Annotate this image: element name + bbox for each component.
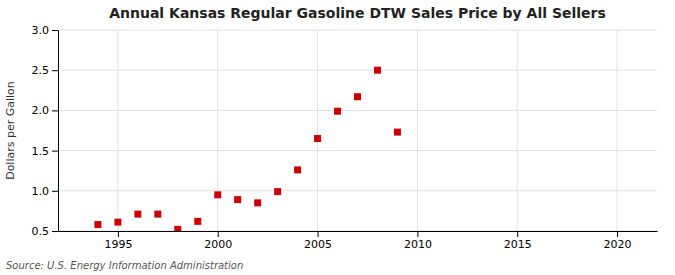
axis-line	[58, 31, 59, 232]
grid-line	[217, 30, 218, 231]
tick-label: 3.0	[32, 24, 50, 37]
grid-line	[58, 110, 657, 111]
tick: 2.0	[32, 104, 59, 117]
title: Annual Kansas Regular Gasoline DTW Sales…	[109, 5, 606, 21]
plot: 1995 2000 2005 2010 2015 2020 0.5 1.0 1.5 2.0 2.5 3…	[32, 24, 658, 251]
grid-line	[617, 30, 618, 231]
point	[134, 211, 141, 218]
tick: 2005	[304, 231, 332, 251]
tick: 3.0	[32, 24, 59, 37]
point	[274, 188, 281, 195]
point	[254, 199, 261, 206]
tick-mark	[52, 191, 58, 192]
point	[174, 226, 181, 231]
tick-mark	[118, 231, 119, 237]
point	[194, 218, 201, 225]
tick-mark	[52, 231, 58, 232]
tick-mark	[318, 231, 319, 237]
point	[314, 135, 321, 142]
tick-label: 2.5	[32, 64, 50, 77]
annotation: Source: U.S. Energy Information Administ…	[6, 260, 243, 271]
tick-mark	[617, 231, 618, 237]
tick-mark	[52, 151, 58, 152]
tick-label: 1.5	[32, 145, 50, 158]
point	[234, 196, 241, 203]
point	[354, 93, 361, 100]
tick-label: 1995	[104, 238, 132, 251]
y-axis: 0.5 1.0 1.5 2.0 2.5 3.0	[32, 24, 59, 238]
grid-line	[58, 150, 657, 151]
tick: 1.0	[32, 185, 59, 198]
grid-line	[517, 30, 518, 231]
grid-line	[417, 30, 418, 231]
tick-label: 2015	[504, 238, 532, 251]
point	[374, 67, 381, 74]
chart: 1995 2000 2005 2010 2015 2020 0.5 1.0 1.5 2.0 2.5 3…	[0, 0, 675, 275]
grid-line	[58, 231, 657, 232]
tick-mark	[52, 30, 58, 31]
grid-line	[58, 70, 657, 71]
tick-label: 1.0	[32, 185, 50, 198]
x-axis: 1995 2000 2005 2010 2015 2020	[59, 231, 658, 251]
grid-line	[58, 190, 657, 191]
tick: 2020	[604, 231, 632, 251]
tick-label: 2.0	[32, 104, 50, 117]
points	[94, 67, 401, 231]
tick: 2015	[504, 231, 532, 251]
tick: 0.5	[32, 225, 59, 238]
tick-mark	[517, 231, 518, 237]
point	[214, 191, 221, 198]
point	[334, 108, 341, 115]
point	[394, 129, 401, 136]
tick: 2000	[204, 231, 232, 251]
tick: 1.5	[32, 145, 59, 158]
point	[154, 211, 161, 218]
tick-label: 2010	[404, 238, 432, 251]
point	[94, 221, 101, 228]
point	[114, 219, 121, 226]
tick-label: 2000	[204, 238, 232, 251]
grid-line	[58, 30, 657, 31]
tick-label: 2005	[304, 238, 332, 251]
grid-line	[117, 30, 118, 231]
grid-line	[317, 30, 318, 231]
tick-mark	[52, 110, 58, 111]
tick-mark	[417, 231, 418, 237]
tick-mark	[52, 70, 58, 71]
tick-label: 0.5	[32, 225, 50, 238]
axis-line	[59, 231, 658, 232]
y-axis-title: Dollars per Gallon	[4, 81, 17, 180]
point	[294, 166, 301, 173]
grid	[58, 30, 657, 231]
tick: 1995	[104, 231, 132, 251]
tick: 2010	[404, 231, 432, 251]
tick-mark	[218, 231, 219, 237]
tick-label: 2020	[604, 238, 632, 251]
tick: 2.5	[32, 64, 59, 77]
